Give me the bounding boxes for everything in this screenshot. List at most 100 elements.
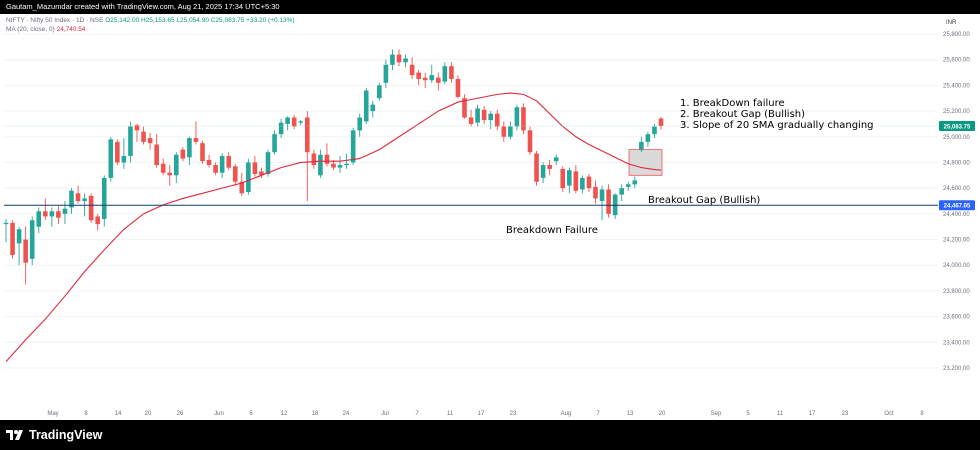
candle [527,126,533,155]
candle [501,121,507,142]
candle-body [449,66,454,79]
candle [449,62,454,83]
candle-body [606,189,611,214]
y-tick-label: 23,600.00 [943,315,970,321]
candle-body [619,188,624,195]
candle [10,220,15,259]
candle-body [645,134,651,142]
candle-body [305,117,310,153]
candle-body [455,78,461,97]
candle-body [121,156,127,163]
legend-symbol-row: NIFTY · Nifty 50 Index · 1D · NSE O25,14… [6,17,295,24]
x-tick-label: Oct [884,411,894,417]
candle [56,206,61,225]
candle [560,166,566,193]
candle-body [337,165,343,168]
candle [612,193,618,219]
x-tick-label: 24 [343,411,350,417]
candle-body [239,181,245,194]
candle [226,152,231,171]
price-chart[interactable]: INR 25,800.00 25,600.00 25,400.00 25,200.00 2… [0,14,980,420]
candle [232,163,238,186]
candle [305,111,310,201]
candle [128,121,133,163]
y-tick-label: 25,000.00 [943,135,970,141]
breakout-gap-label: Breakout Gap (Bullish) [648,195,760,206]
candle-body [560,168,566,189]
ma20-path [5,92,662,362]
candle [108,136,114,182]
candle [436,72,441,91]
gridlines [4,33,938,369]
candle-body [468,117,474,124]
candle-body [128,126,133,157]
candle [639,136,644,153]
x-tick-label: 14 [115,411,122,417]
candle [265,149,271,177]
y-axis: INR 25,800.00 25,600.00 25,400.00 25,200.00 2… [938,14,980,406]
x-tick-label: 11 [447,411,454,417]
x-tick-label: 12 [281,411,288,417]
candle [455,75,461,99]
x-axis: May 8 14 20 26 Jun 6 12 18 24 Jul 7 11 17 23 Aug 7 13 20 Se… [0,406,980,420]
y-tick-label: 23,200.00 [943,366,970,372]
candle [252,156,258,177]
candle-body [187,138,192,158]
x-tick-label: 17 [478,411,485,417]
candle-body [390,54,395,65]
candle-body [639,141,644,150]
credit-text: Gautam_Mazumdar created with TradingView… [6,2,280,11]
candle [344,153,349,169]
x-tick-label: May [47,411,58,417]
x-tick-label: 23 [510,411,517,417]
candle [49,207,55,227]
candle-body [115,141,120,163]
candle [3,218,9,243]
x-tick-label: 26 [177,411,184,417]
candle-body [252,162,258,175]
candle [23,226,28,285]
candle [363,87,369,124]
candle [259,167,264,178]
candle-body [226,156,231,168]
candle-body [462,98,467,118]
candle-body [108,139,114,178]
gap-zone-box [628,149,663,176]
candle [625,181,631,191]
candle-body [422,77,428,81]
legend-ma-label: MA (20, close, 0) [6,26,55,33]
last-price-badge [939,121,975,132]
currency-label: INR [946,20,957,26]
y-tick-label: 23,800.00 [943,289,970,295]
legend-ma-row: MA (20, close, 0) 24,740.54 [6,26,86,33]
candle [16,226,22,266]
brand[interactable]: TradingView [6,428,102,442]
candle-body [553,157,559,162]
y-tick-label: 24,400.00 [943,212,970,218]
candle-body [193,138,199,142]
candle [481,105,487,124]
candle-body [527,130,533,153]
y-tick-label: 25,200.00 [943,109,970,115]
candle [291,114,297,130]
candle-body [69,190,74,208]
candle [160,158,166,176]
candle [396,49,402,67]
annotation-list-item: 1. BreakDown failure [680,98,785,109]
x-tick-label: 13 [627,411,634,417]
candle [88,193,94,223]
y-tick-label: 25,800.00 [943,32,970,38]
candle-body [154,144,159,166]
candle [580,175,585,194]
candle-body [580,177,585,190]
candle-body [383,64,389,83]
horizontal-lines [4,125,938,206]
candle-body [586,176,592,189]
candle [422,72,428,88]
candle [593,180,598,204]
candle [36,207,42,234]
candle-body [174,154,179,176]
candles [3,49,664,285]
candle [337,156,343,173]
